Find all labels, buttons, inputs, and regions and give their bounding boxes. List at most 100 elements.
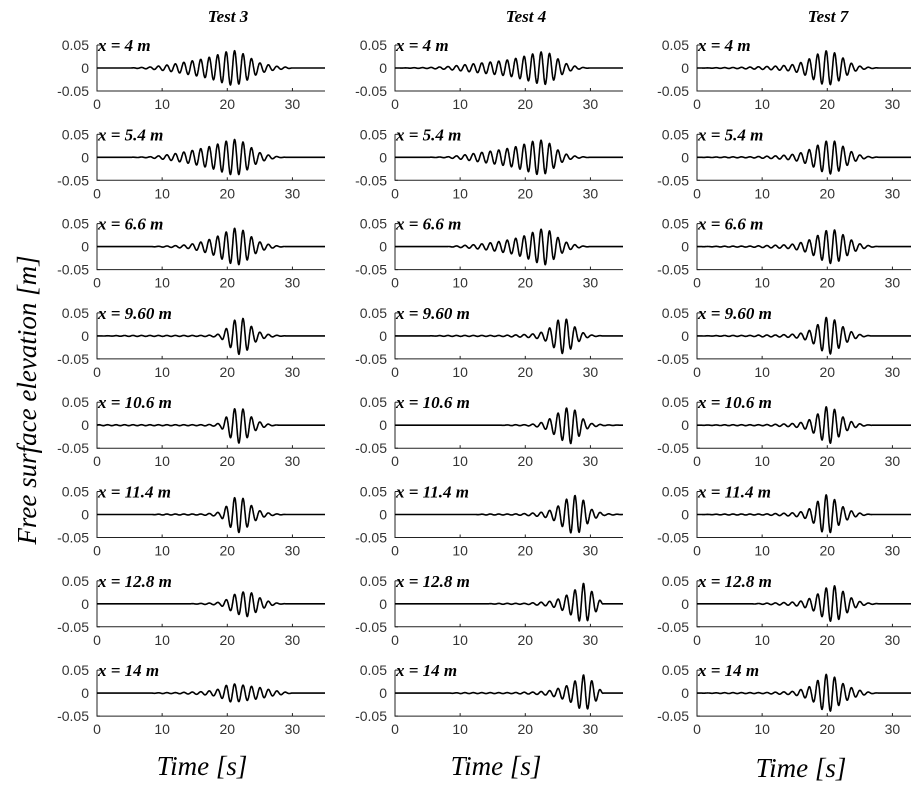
y-tick-label: 0	[379, 417, 387, 433]
panel-label: x = 6.6 m	[97, 215, 163, 234]
panel-c0-r7: 0.050-0.050 10 20 30x = 14 m	[57, 661, 326, 737]
y-tick-label: 0.05	[360, 216, 387, 232]
x-tick-label: 30	[885, 453, 901, 469]
x-tick-label: 0	[391, 364, 399, 380]
panel-c2-r6: 0.050-0.050 10 20 30x = 12.8 m	[657, 572, 911, 648]
series-line	[696, 585, 911, 622]
panel-c1-r6: 0.050-0.050 10 20 30x = 12.8 m	[355, 572, 624, 648]
x-tick-label: 0	[93, 364, 101, 380]
y-tick-label: 0.05	[360, 573, 387, 589]
x-tick-label: 30	[583, 185, 599, 201]
x-tick-label: 20	[517, 275, 533, 291]
y-tick-label: 0	[681, 149, 689, 165]
x-tick-label: 20	[219, 364, 235, 380]
panel-label: x = 10.6 m	[97, 393, 172, 412]
panel-c2-r7: 0.050-0.050 10 20 30x = 14 m	[657, 661, 911, 737]
x-tick-label: 0	[693, 364, 701, 380]
panel-label: x = 11.4 m	[697, 483, 771, 502]
x-tick-label: 10	[754, 96, 770, 112]
x-tick-label: 30	[885, 185, 901, 201]
y-tick-label: 0.05	[662, 394, 689, 410]
y-tick-label: 0	[681, 507, 689, 523]
series-line	[394, 494, 624, 534]
panel-c0-r6: 0.050-0.050 10 20 30x = 12.8 m	[57, 572, 326, 648]
y-tick-label: 0.05	[662, 573, 689, 589]
y-tick-label: -0.05	[57, 262, 89, 278]
series-line	[394, 51, 624, 86]
y-tick-label: 0.05	[62, 394, 89, 410]
y-tick-label: -0.05	[57, 351, 89, 367]
x-tick-label: 10	[754, 275, 770, 291]
x-tick-label: 0	[93, 632, 101, 648]
panel-label: x = 10.6 m	[395, 393, 470, 412]
x-axis-label-test-7: Time [s]	[756, 753, 847, 783]
y-tick-label: 0	[379, 507, 387, 523]
panel-label: x = 5.4 m	[697, 125, 763, 144]
x-tick-label: 10	[154, 543, 170, 559]
panel-label: x = 4 m	[395, 36, 449, 55]
x-tick-label: 20	[819, 96, 835, 112]
x-tick-label: 30	[885, 721, 901, 737]
y-tick-label: 0.05	[360, 394, 387, 410]
y-tick-label: -0.05	[355, 440, 387, 456]
x-tick-label: 20	[517, 185, 533, 201]
panel-c2-r2: 0.050-0.050 10 20 30x = 6.6 m	[657, 215, 911, 291]
panel-label: x = 12.8 m	[395, 572, 470, 591]
x-tick-label: 30	[285, 185, 301, 201]
x-tick-label: 0	[693, 543, 701, 559]
x-tick-label: 0	[391, 632, 399, 648]
series-line	[394, 407, 624, 445]
y-tick-label: 0	[81, 149, 89, 165]
panel-c0-r0: 0.050-0.050 10 20 30x = 4 m	[57, 36, 326, 112]
panel-label: x = 11.4 m	[395, 483, 469, 502]
x-tick-label: 20	[819, 543, 835, 559]
x-tick-label: 20	[219, 721, 235, 737]
y-tick-label: 0.05	[360, 662, 387, 678]
x-tick-label: 30	[885, 632, 901, 648]
series-line	[96, 591, 326, 618]
series-line	[394, 674, 624, 710]
x-tick-label: 30	[885, 275, 901, 291]
panel-c0-r1: 0.050-0.050 10 20 30x = 5.4 m	[57, 125, 326, 201]
panel-c1-r3: 0.050-0.050 10 20 30x = 9.60 m	[355, 304, 624, 380]
x-tick-label: 0	[693, 275, 701, 291]
x-tick-label: 10	[452, 543, 468, 559]
x-tick-label: 30	[583, 632, 599, 648]
x-tick-label: 10	[754, 543, 770, 559]
y-tick-label: 0	[681, 328, 689, 344]
y-tick-label: 0.05	[62, 37, 89, 53]
y-tick-label: -0.05	[657, 440, 689, 456]
panel-c0-r2: 0.050-0.050 10 20 30x = 6.6 m	[57, 215, 326, 291]
y-tick-label: 0.05	[662, 126, 689, 142]
series-line	[696, 673, 911, 712]
x-tick-label: 0	[693, 96, 701, 112]
panel-label: x = 9.60 m	[395, 304, 470, 323]
y-tick-label: 0	[379, 685, 387, 701]
x-tick-label: 0	[93, 721, 101, 737]
y-tick-label: 0	[681, 596, 689, 612]
panel-label: x = 5.4 m	[395, 125, 461, 144]
x-tick-label: 30	[885, 364, 901, 380]
panel-label: x = 6.6 m	[697, 215, 763, 234]
x-tick-label: 10	[452, 632, 468, 648]
series-line	[96, 683, 326, 703]
x-tick-label: 30	[583, 96, 599, 112]
x-tick-label: 10	[754, 721, 770, 737]
column-title-test-3: Test 7	[808, 7, 850, 26]
x-tick-label: 30	[583, 543, 599, 559]
series-line	[696, 316, 911, 355]
x-tick-label: 0	[693, 185, 701, 201]
y-tick-label: -0.05	[657, 262, 689, 278]
y-tick-label: 0	[81, 596, 89, 612]
series-line	[696, 406, 911, 444]
y-tick-label: 0	[379, 149, 387, 165]
panel-c2-r1: 0.050-0.050 10 20 30x = 5.4 m	[657, 125, 911, 201]
y-tick-label: 0.05	[662, 216, 689, 232]
x-tick-label: 20	[819, 275, 835, 291]
x-tick-label: 10	[154, 721, 170, 737]
panel-label: x = 10.6 m	[697, 393, 772, 412]
series-line	[96, 496, 326, 534]
x-tick-label: 20	[517, 632, 533, 648]
x-tick-label: 10	[452, 364, 468, 380]
x-tick-label: 30	[285, 632, 301, 648]
